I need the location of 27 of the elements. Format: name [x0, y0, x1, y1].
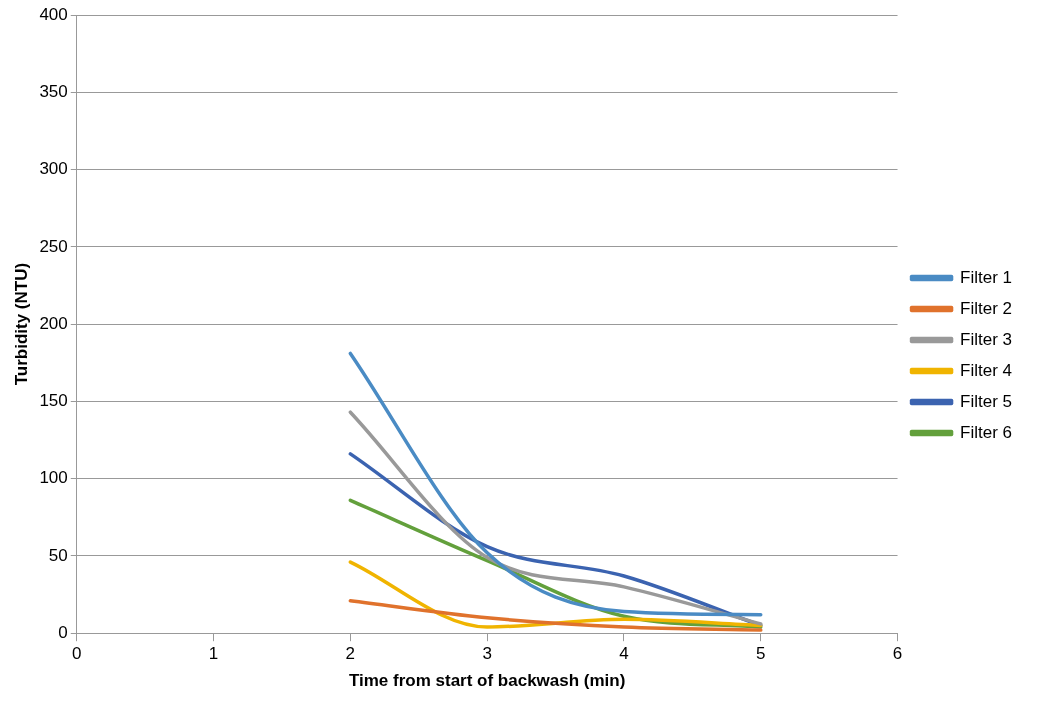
x-tick-label: 3 — [482, 644, 492, 664]
x-tick-label: 1 — [208, 644, 219, 664]
y-tick-label: 300 — [39, 159, 68, 179]
y-axis-title: Turbidity (NTU) — [11, 262, 31, 386]
line-series — [348, 351, 763, 617]
legend-label: Filter 2 — [960, 298, 1013, 318]
y-tick-label: 50 — [48, 545, 68, 565]
y-tick-label: 400 — [39, 4, 68, 24]
y-tick-label: 100 — [39, 468, 68, 488]
x-axis-title: Time from start of backwash (min) — [348, 671, 626, 691]
x-tick-label: 2 — [345, 644, 356, 664]
x-tick-label: 4 — [619, 644, 629, 664]
y-tick-label: 250 — [39, 236, 68, 256]
legend-label: Filter 4 — [960, 360, 1013, 380]
x-tick-label: 6 — [892, 644, 903, 664]
legend-label: Filter 6 — [960, 422, 1013, 442]
line-series — [348, 599, 763, 632]
y-tick-label: 350 — [39, 81, 68, 101]
line-series — [348, 560, 763, 629]
legend-label: Filter 1 — [960, 267, 1013, 287]
y-tick-label: 150 — [39, 391, 68, 411]
x-tick-label: 5 — [756, 644, 766, 664]
y-tick-label: 0 — [58, 622, 68, 642]
y-tick-label: 200 — [39, 313, 68, 333]
legend-label: Filter 3 — [960, 329, 1013, 349]
x-tick-label: 0 — [72, 644, 82, 664]
legend-label: Filter 5 — [960, 391, 1013, 411]
